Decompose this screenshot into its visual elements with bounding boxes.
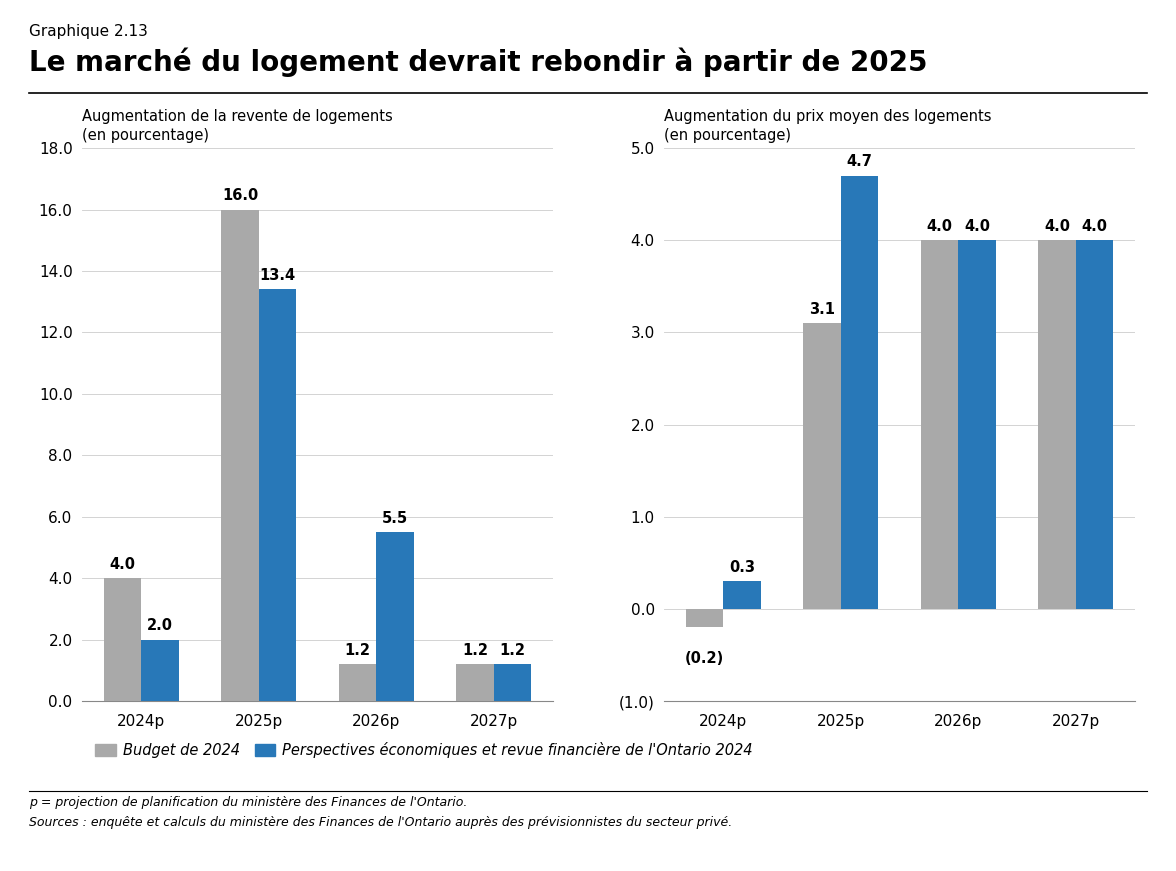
Text: 4.0: 4.0 — [927, 219, 953, 233]
Bar — [456, 665, 494, 701]
Text: (en pourcentage): (en pourcentage) — [82, 128, 209, 143]
Bar — [723, 581, 761, 609]
Bar — [803, 323, 841, 609]
Text: Augmentation de la revente de logements: Augmentation de la revente de logements — [82, 109, 393, 124]
Text: 1.2: 1.2 — [500, 643, 526, 658]
Text: 2.0: 2.0 — [147, 618, 173, 633]
Text: 1.2: 1.2 — [345, 643, 370, 658]
Bar — [1038, 240, 1076, 609]
Text: Graphique 2.13: Graphique 2.13 — [29, 24, 148, 39]
Bar — [141, 639, 179, 701]
Text: (en pourcentage): (en pourcentage) — [664, 128, 791, 143]
Text: 1.2: 1.2 — [462, 643, 488, 658]
Text: Le marché du logement devrait rebondir à partir de 2025: Le marché du logement devrait rebondir à… — [29, 48, 928, 78]
Text: 5.5: 5.5 — [382, 510, 408, 525]
Text: 13.4: 13.4 — [260, 267, 295, 283]
Bar — [376, 532, 414, 701]
Bar — [958, 240, 996, 609]
Bar — [339, 665, 376, 701]
Bar — [841, 176, 878, 609]
Text: Augmentation du prix moyen des logements: Augmentation du prix moyen des logements — [664, 109, 991, 124]
Text: 4.0: 4.0 — [109, 557, 135, 571]
Text: Sources : enquête et calculs du ministère des Finances de l'Ontario auprès des p: Sources : enquête et calculs du ministèr… — [29, 816, 733, 829]
Text: p = projection de planification du ministère des Finances de l'Ontario.: p = projection de planification du minis… — [29, 796, 468, 809]
Legend: Budget de 2024, Perspectives économiques et revue financière de l'Ontario 2024: Budget de 2024, Perspectives économiques… — [89, 736, 759, 764]
Text: 4.7: 4.7 — [847, 154, 873, 169]
Bar — [221, 210, 259, 701]
Bar — [494, 665, 532, 701]
Bar — [921, 240, 958, 609]
Bar — [1076, 240, 1114, 609]
Text: 3.1: 3.1 — [809, 301, 835, 316]
Text: 4.0: 4.0 — [1044, 219, 1070, 233]
Text: 4.0: 4.0 — [964, 219, 990, 233]
Text: 16.0: 16.0 — [222, 188, 258, 203]
Bar — [103, 578, 141, 701]
Text: 0.3: 0.3 — [729, 560, 755, 575]
Bar — [259, 289, 296, 701]
Text: 4.0: 4.0 — [1082, 219, 1108, 233]
Text: (0.2): (0.2) — [684, 651, 724, 665]
Bar — [686, 609, 723, 627]
